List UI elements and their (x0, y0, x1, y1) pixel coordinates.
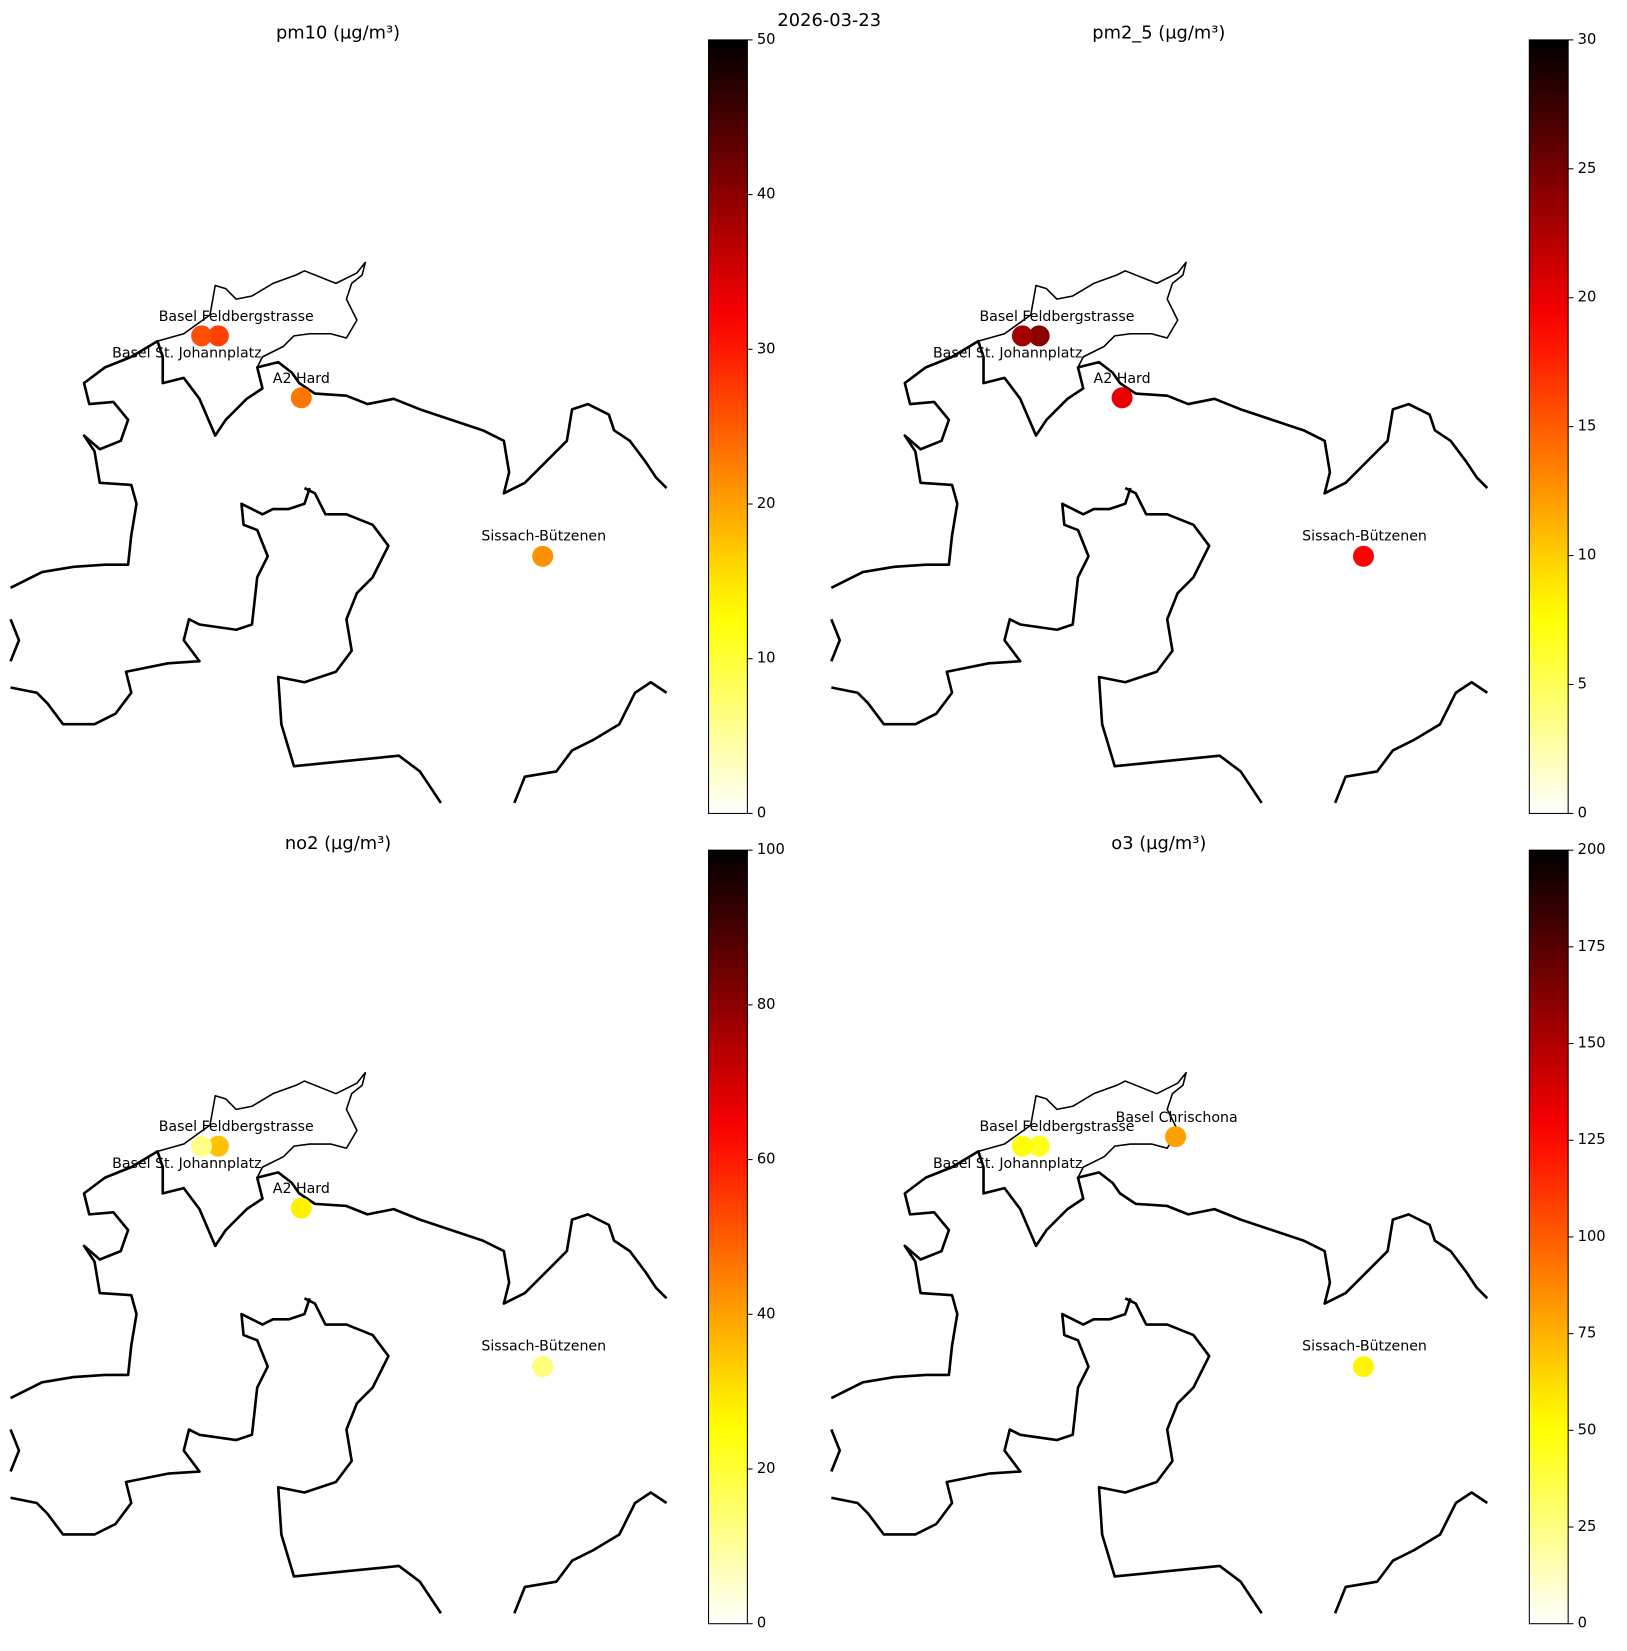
station-marker (532, 1356, 554, 1378)
station-label: Basel St. Johannplatz (112, 346, 261, 362)
colorbar-tick-label: 40 (757, 186, 776, 203)
colorbar-tick-label: 150 (1578, 1035, 1606, 1052)
colorbar-tick-label: 125 (1578, 1131, 1606, 1148)
colorbar-tick-label: 100 (1578, 1228, 1606, 1245)
station-label: A2 Hard (273, 1181, 330, 1197)
panel-title: o3 (µg/m³) (1111, 833, 1206, 854)
station-marker (191, 325, 213, 347)
colorbar-tick-label: 80 (757, 996, 776, 1013)
colorbar-tick-label: 40 (757, 1305, 776, 1322)
station-label: A2 Hard (1094, 371, 1151, 387)
station-marker (532, 545, 554, 567)
station-marker (1028, 325, 1050, 347)
panel-title: pm2_5 (µg/m³) (1092, 23, 1225, 44)
station-label: Basel Feldbergstrasse (979, 1119, 1134, 1135)
station-marker (290, 1197, 312, 1219)
colorbar-tick-label: 30 (757, 340, 776, 357)
station-marker (207, 1135, 229, 1157)
colorbar-tick-label: 20 (757, 1460, 776, 1477)
station-label: Basel St. Johannplatz (112, 1156, 261, 1172)
colorbar (708, 849, 748, 1625)
station-label: Sissach-Bützenen (481, 1339, 606, 1355)
colorbar-tick-label: 10 (1578, 547, 1597, 564)
colorbar-tick-label: 0 (757, 804, 766, 821)
map-panel: pm10 (µg/m³) 0 10 20 30 40 50 Basel Feldbergstr… (9, 23, 776, 821)
station-label: Basel St. Johannplatz (933, 346, 1082, 362)
colorbar-tick-label: 25 (1578, 1518, 1597, 1535)
station-label: Sissach-Bützenen (481, 528, 606, 544)
colorbar (1528, 849, 1569, 1625)
station-marker (1352, 545, 1374, 567)
station-label: Basel St. Johannplatz (933, 1156, 1082, 1172)
station-label: Sissach-Bützenen (1302, 1339, 1427, 1355)
station-label: Sissach-Bützenen (1302, 528, 1427, 544)
panel-title: pm10 (µg/m³) (276, 23, 400, 44)
colorbar-tick-label: 50 (757, 31, 776, 48)
colorbar-tick-label: 100 (757, 841, 785, 858)
colorbar-tick-label: 0 (757, 1615, 766, 1632)
station-marker (207, 325, 229, 347)
panel-title: no2 (µg/m³) (285, 833, 391, 854)
station-marker (1011, 1135, 1033, 1157)
colorbar-tick-label: 20 (1578, 289, 1597, 306)
colorbar-tick-label: 5 (1578, 676, 1587, 693)
station-marker (1028, 1135, 1050, 1157)
station-marker (1165, 1126, 1187, 1148)
station-marker (1011, 325, 1033, 347)
station-marker (1111, 387, 1133, 409)
station-marker (1352, 1356, 1374, 1378)
station-marker (191, 1135, 213, 1157)
station-label: Basel Chrischona (1116, 1110, 1238, 1126)
map-panel: no2 (µg/m³) 0 20 40 60 80 100 Basel Feldbergstr… (9, 833, 785, 1632)
colorbar-tick-label: 175 (1578, 938, 1606, 955)
colorbar-tick-label: 30 (1578, 31, 1597, 48)
colorbar (708, 39, 748, 814)
colorbar-tick-label: 200 (1578, 841, 1606, 858)
colorbar-tick-label: 0 (1578, 804, 1587, 821)
colorbar-tick-label: 50 (1578, 1421, 1597, 1438)
station-label: A2 Hard (273, 371, 330, 387)
colorbar-tick-label: 0 (1578, 1615, 1587, 1632)
colorbar (1528, 39, 1569, 814)
map-panel: o3 (µg/m³) 0 25 50 75 100 125 150 175 200 Basel Fe… (830, 833, 1606, 1632)
station-marker (290, 387, 312, 409)
map-panel: pm2_5 (µg/m³) 0 5 10 15 20 25 30 Basel Feldbergs… (830, 23, 1597, 821)
colorbar-tick-label: 10 (757, 650, 776, 667)
figure-title: 2026-03-23 (777, 10, 881, 31)
station-label: Basel Feldbergstrasse (159, 1119, 314, 1135)
colorbar-tick-label: 25 (1578, 160, 1597, 177)
station-label: Basel Feldbergstrasse (159, 309, 314, 325)
colorbar-tick-label: 15 (1578, 418, 1597, 435)
colorbar-tick-label: 20 (757, 495, 776, 512)
colorbar-tick-label: 60 (757, 1151, 776, 1168)
station-label: Basel Feldbergstrasse (979, 309, 1134, 325)
colorbar-tick-label: 75 (1578, 1325, 1597, 1342)
